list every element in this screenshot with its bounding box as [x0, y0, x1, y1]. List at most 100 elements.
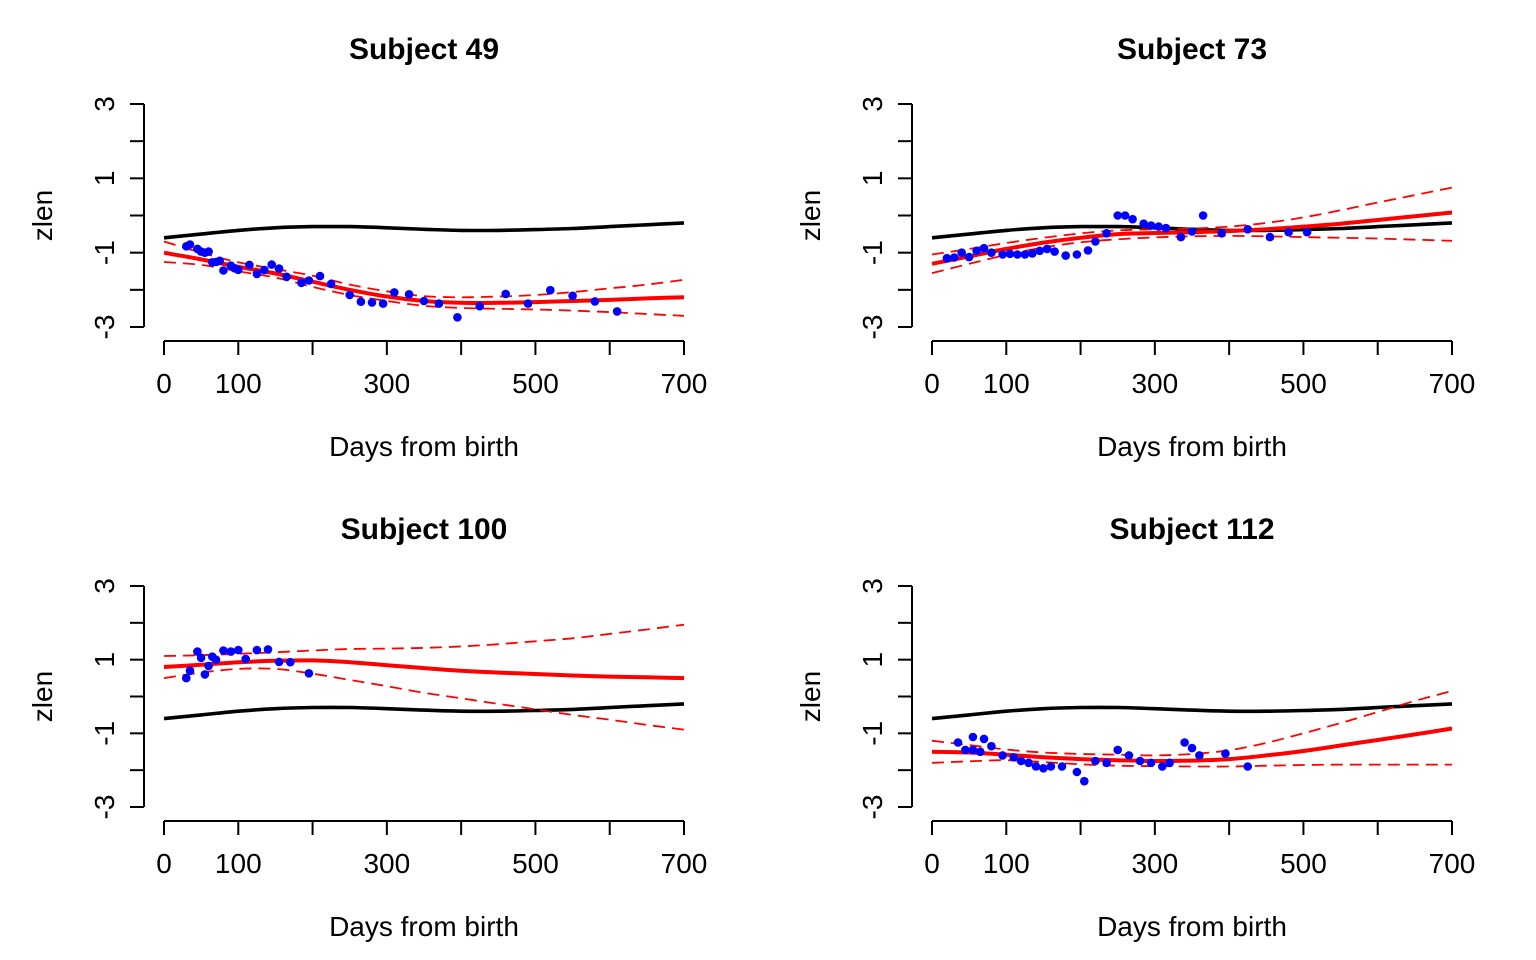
series-band-lower-line — [163, 261, 685, 317]
y-tick-label: -3 — [89, 315, 120, 340]
x-tick-label: 0 — [156, 368, 172, 399]
data-point — [968, 745, 978, 755]
data-point — [1139, 219, 1148, 228]
data-point — [1128, 214, 1137, 224]
data-point — [1080, 776, 1089, 786]
data-point — [950, 253, 959, 262]
data-point — [315, 271, 325, 281]
data-point — [998, 250, 1007, 259]
data-point — [475, 301, 485, 311]
data-point — [1016, 756, 1026, 766]
data-point — [1050, 247, 1059, 256]
data-point — [568, 291, 577, 301]
x-tick-label: 100 — [215, 848, 262, 879]
x-tick-label: 500 — [512, 368, 559, 399]
data-point — [260, 265, 269, 275]
data-point — [942, 253, 952, 263]
data-point — [304, 276, 314, 285]
y-tick-label: 3 — [857, 578, 888, 594]
data-point — [1102, 229, 1111, 238]
x-tick-label: 500 — [1280, 848, 1327, 879]
x-tick-label: 500 — [1280, 368, 1327, 399]
data-point — [304, 669, 314, 678]
y-tick-label: -1 — [89, 721, 120, 746]
data-point — [964, 252, 974, 262]
y-tick-label: 1 — [89, 171, 120, 187]
series-fit-line — [163, 658, 685, 681]
y-tick-label: -3 — [857, 315, 888, 340]
data-point — [1083, 246, 1093, 255]
y-tick-label: 3 — [89, 96, 120, 112]
data-point — [211, 655, 221, 664]
data-point — [1154, 222, 1163, 231]
plot-area — [163, 623, 685, 731]
y-tick-label: 3 — [857, 96, 888, 112]
data-point — [590, 297, 600, 306]
data-point — [953, 738, 963, 747]
data-point — [282, 272, 291, 282]
data-point — [612, 307, 622, 316]
data-point — [1061, 251, 1070, 260]
panel-title: Subject 73 — [1117, 33, 1267, 66]
data-point — [367, 298, 377, 307]
data-point — [957, 248, 966, 257]
y-tick-label: 1 — [857, 652, 888, 668]
x-tick-label: 700 — [661, 848, 708, 879]
data-point — [1091, 237, 1100, 246]
data-point — [1013, 250, 1022, 259]
data-point — [1243, 225, 1252, 234]
data-point — [204, 247, 213, 256]
data-point — [1031, 762, 1041, 771]
data-point — [1024, 758, 1033, 768]
x-tick-label: 100 — [983, 368, 1030, 399]
data-point — [1265, 232, 1275, 242]
data-point — [226, 647, 236, 656]
data-point — [1091, 756, 1100, 766]
data-point — [274, 264, 284, 273]
chart-panel-2: Subject 73 0 100 300 500 700 Days from birth -3… — [795, 33, 1475, 462]
x-axis-label: Days from birth — [1097, 911, 1287, 942]
y-tick-label: -1 — [857, 240, 888, 265]
data-point — [1042, 244, 1052, 254]
x-tick-label: 700 — [1429, 368, 1476, 399]
data-point — [1284, 227, 1293, 237]
panel-title: Subject 112 — [1109, 513, 1274, 546]
x-tick-label: 100 — [983, 848, 1030, 879]
data-point — [378, 299, 388, 308]
data-point — [1005, 249, 1015, 259]
data-point — [326, 279, 336, 289]
data-point — [1072, 250, 1082, 259]
data-point — [1146, 758, 1156, 768]
plot-area — [163, 221, 685, 322]
data-point — [193, 647, 202, 656]
data-point — [404, 290, 414, 299]
series-band-upper-line — [163, 240, 685, 299]
data-point — [219, 646, 228, 655]
series-fit-line — [163, 250, 685, 306]
data-point — [1176, 232, 1186, 242]
data-point — [1243, 762, 1252, 771]
y-axis-label: zlen — [795, 671, 826, 722]
y-axis-label: zlen — [27, 671, 58, 722]
data-point — [1135, 756, 1145, 766]
data-point — [979, 243, 989, 253]
data-point — [1028, 249, 1037, 258]
x-tick-label: 500 — [512, 848, 559, 879]
data-point — [434, 299, 444, 308]
data-point — [1198, 211, 1208, 220]
x-tick-label: 100 — [215, 368, 262, 399]
y-tick-label: 3 — [89, 578, 120, 594]
data-point — [1120, 211, 1130, 220]
data-point — [546, 285, 555, 295]
data-point — [979, 734, 989, 744]
y-tick-label: 1 — [89, 652, 120, 668]
series-band-upper-line — [931, 690, 1453, 757]
y-axis-label: zlen — [27, 190, 58, 241]
data-point — [1113, 211, 1122, 220]
panel-title: Subject 100 — [341, 513, 508, 546]
y-tick-label: -3 — [857, 795, 888, 820]
data-point — [1217, 229, 1226, 238]
data-point — [523, 299, 533, 308]
data-point — [1072, 767, 1082, 777]
